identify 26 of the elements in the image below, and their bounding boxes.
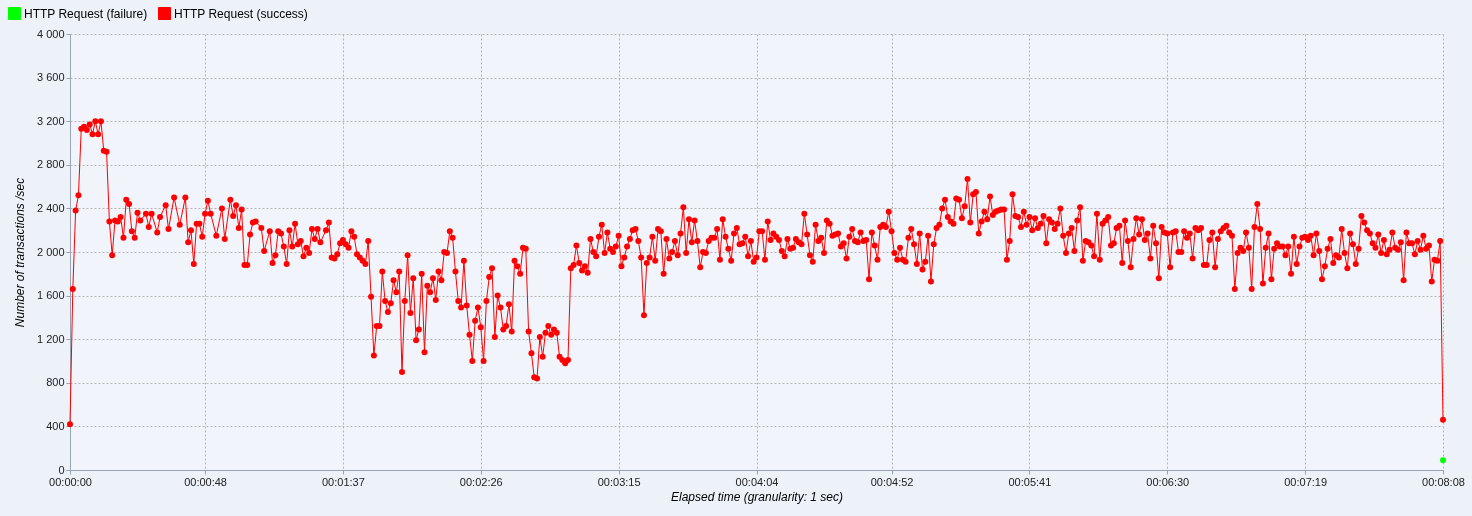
x-axis-title: Elapsed time (granularity: 1 sec) bbox=[670, 489, 844, 504]
y-tick-label: 400 bbox=[46, 419, 65, 432]
x-tick-label: 00:02:26 bbox=[459, 475, 503, 488]
y-tick-label: 1 600 bbox=[36, 289, 65, 302]
legend-label: HTTP Request (success) bbox=[174, 6, 308, 21]
x-tick-label: 00:07:19 bbox=[1284, 475, 1328, 488]
x-tick-label: 00:01:37 bbox=[322, 475, 365, 488]
y-tick-label: 2 800 bbox=[36, 158, 65, 171]
x-tick-label: 00:08:08 bbox=[1422, 475, 1465, 488]
y-tick-label: 800 bbox=[46, 376, 65, 389]
x-tick-label: 00:04:52 bbox=[870, 475, 914, 488]
y-axis-title: Number of transactions /sec bbox=[12, 177, 27, 328]
y-tick-label: 3 200 bbox=[36, 114, 65, 127]
y-tick-label: 3 600 bbox=[36, 71, 65, 84]
x-tick-label: 00:06:30 bbox=[1146, 475, 1190, 488]
x-tick-label: 00:00:48 bbox=[184, 475, 227, 488]
x-tick-label: 00:05:41 bbox=[1008, 475, 1052, 488]
y-tick-label: 0 bbox=[58, 463, 65, 476]
x-tick-label: 00:03:15 bbox=[597, 475, 641, 488]
y-tick-label: 2 000 bbox=[36, 245, 65, 258]
x-tick-label: 00:00:00 bbox=[49, 475, 92, 488]
y-tick-label: 4 000 bbox=[36, 27, 65, 40]
x-tick-label: 00:04:04 bbox=[735, 475, 779, 488]
y-tick-label: 1 200 bbox=[36, 332, 65, 345]
legend-label: HTTP Request (failure) bbox=[24, 6, 148, 21]
y-tick-label: 2 400 bbox=[36, 201, 65, 214]
